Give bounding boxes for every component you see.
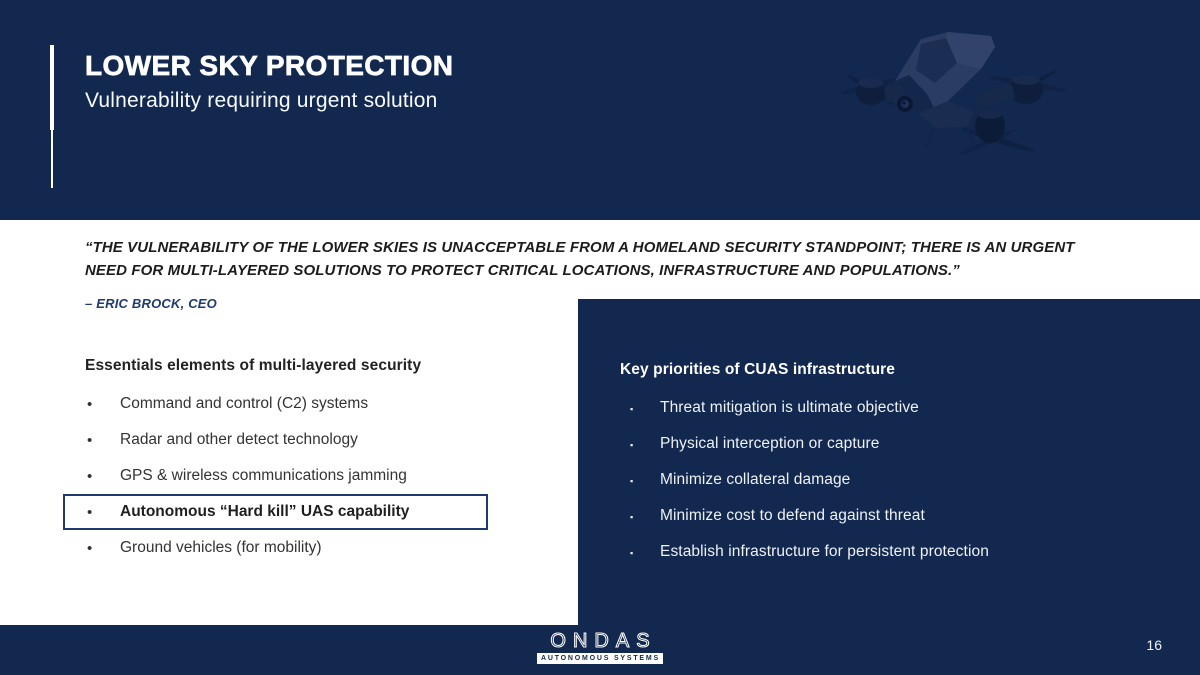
quote-text: “THE VULNERABILITY OF THE LOWER SKIES IS… (85, 239, 1075, 279)
list-item-label: Command and control (C2) systems (120, 395, 369, 412)
ondas-logo: ONDAS AUTONOMOUS SYSTEMS (536, 630, 664, 664)
list-item-label: Threat mitigation is ultimate objective (660, 399, 919, 416)
left-list-heading: Essentials elements of multi-layered sec… (85, 357, 422, 374)
list-item: ▪ Establish infrastructure for persisten… (630, 534, 1170, 570)
page-title: LOWER SKY PROTECTION (85, 50, 454, 82)
page-subtitle: Vulnerability requiring urgent solution (85, 89, 438, 112)
bullet-dot-icon: • (87, 467, 93, 485)
list-item-label: Autonomous “Hard kill” UAS capability (120, 503, 410, 520)
header-band: LOWER SKY PROTECTION Vulnerability requi… (0, 0, 1200, 220)
bullet-square-icon: ▪ (630, 439, 634, 450)
accent-bar (50, 45, 54, 130)
list-item: • Radar and other detect technology (63, 422, 488, 458)
bullet-square-icon: ▪ (630, 475, 634, 486)
page-number: 16 (1146, 637, 1162, 653)
right-list-heading: Key priorities of CUAS infrastructure (620, 361, 896, 378)
quote-attribution: – ERIC BROCK, CEO (85, 296, 217, 311)
right-panel: Key priorities of CUAS infrastructure ▪ … (578, 299, 1200, 675)
list-item: ▪ Minimize collateral damage (630, 462, 1170, 498)
list-item: ▪ Threat mitigation is ultimate objectiv… (630, 390, 1170, 426)
list-item: ▪ Physical interception or capture (630, 426, 1170, 462)
list-item-label: Ground vehicles (for mobility) (120, 539, 322, 556)
bullet-dot-icon: • (87, 395, 93, 413)
left-list: • Command and control (C2) systems • Rad… (63, 386, 488, 566)
right-list: ▪ Threat mitigation is ultimate objectiv… (630, 390, 1170, 570)
list-item-highlighted: • Autonomous “Hard kill” UAS capability (63, 494, 488, 530)
list-item: • Command and control (C2) systems (63, 386, 488, 422)
bullet-dot-icon: • (87, 431, 93, 449)
list-item-label: Radar and other detect technology (120, 431, 358, 448)
bullet-dot-icon: • (87, 539, 93, 557)
list-item-label: Minimize collateral damage (660, 471, 851, 488)
drone-image (840, 32, 1068, 155)
accent-bar-thin (51, 130, 53, 188)
list-item-label: Physical interception or capture (660, 435, 880, 452)
list-item: • Ground vehicles (for mobility) (63, 530, 488, 566)
list-item-label: Establish infrastructure for persistent … (660, 543, 989, 560)
ondas-logo-tagline: AUTONOMOUS SYSTEMS (536, 653, 664, 664)
list-item-label: GPS & wireless communications jamming (120, 467, 407, 484)
bullet-square-icon: ▪ (630, 403, 634, 414)
list-item: • GPS & wireless communications jamming (63, 458, 488, 494)
list-item: ▪ Minimize cost to defend against threat (630, 498, 1170, 534)
list-item-label: Minimize cost to defend against threat (660, 507, 925, 524)
bullet-square-icon: ▪ (630, 547, 634, 558)
footer-bar (0, 625, 1200, 675)
bullet-dot-icon: • (87, 503, 93, 521)
ondas-logo-wordmark: ONDAS (550, 630, 657, 652)
bullet-square-icon: ▪ (630, 511, 634, 522)
